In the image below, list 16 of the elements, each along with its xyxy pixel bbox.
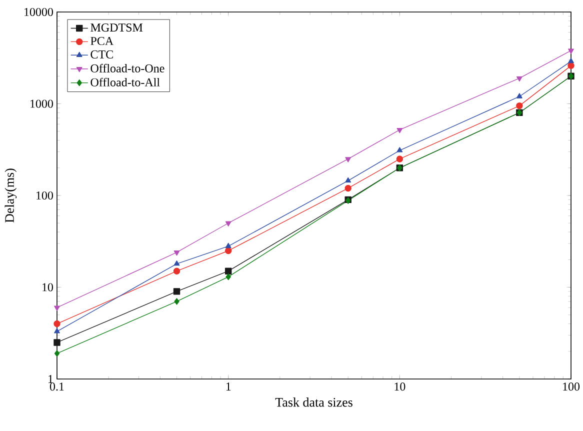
legend-label: Offload-to-One: [90, 64, 164, 72]
legend-label: Offload-to-All: [90, 78, 160, 86]
x-tick-label: 1: [226, 382, 231, 390]
legend-label: PCA: [90, 36, 114, 46]
y-tick-label: 10: [42, 283, 53, 292]
y-axis-title: Delay(ms): [4, 168, 17, 223]
x-tick-label: 100: [563, 382, 580, 391]
x-tick-label: 10: [394, 382, 406, 391]
x-tick-label: 0.1: [50, 382, 64, 391]
y-tick-label: 100: [36, 191, 53, 200]
y-tick-label: 1000: [30, 100, 53, 108]
legend-label: CTC: [90, 50, 113, 58]
x-axis-title: Task data sizes: [275, 398, 352, 407]
legend-label: MGDTSM: [90, 24, 143, 32]
y-tick-label: 10000: [24, 8, 53, 16]
y-tick-label: 1: [48, 375, 53, 383]
